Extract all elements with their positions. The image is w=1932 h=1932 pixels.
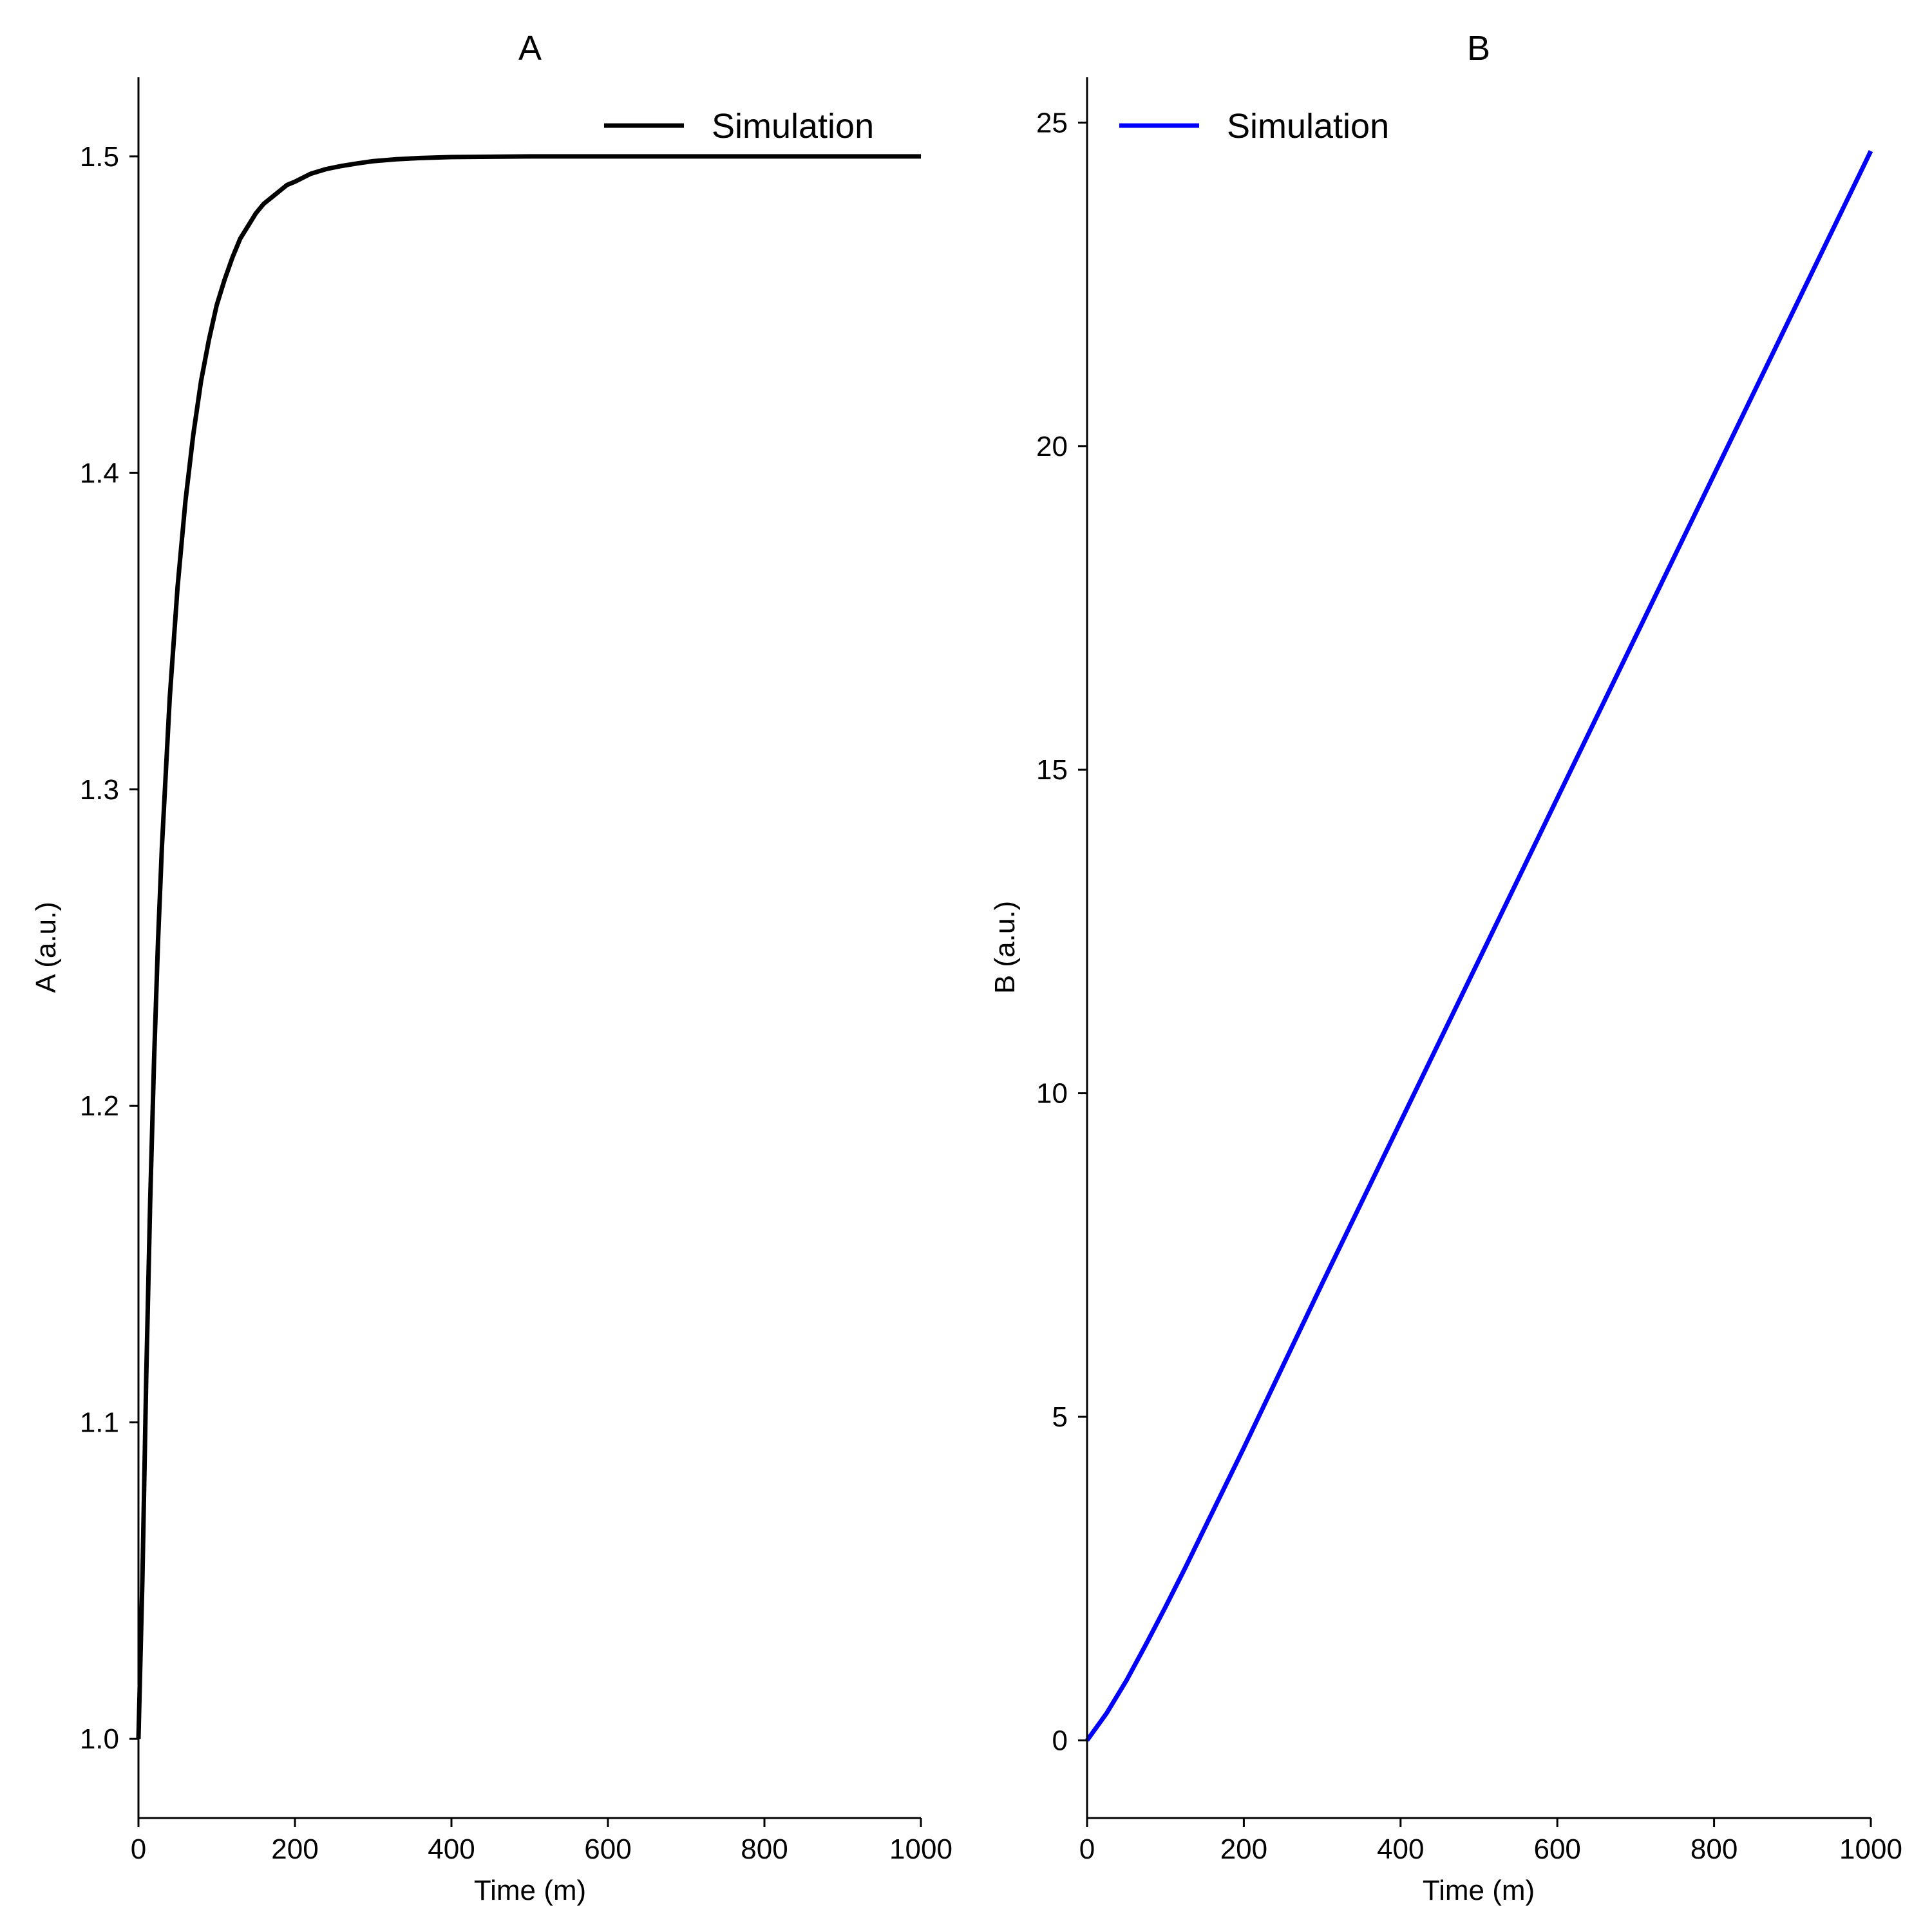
panel-a-legend: Simulation	[604, 107, 874, 146]
panel-a-x-tick-label: 0	[131, 1833, 146, 1865]
panel-a-x-tick-label: 600	[584, 1833, 631, 1865]
panel-b-y-axis-label: B (a.u.)	[989, 901, 1021, 994]
panel-a-title: A	[518, 29, 542, 68]
panel-a-y-tick-label: 1.2	[80, 1090, 119, 1122]
panel-a-x-axis-label: Time (m)	[474, 1875, 586, 1906]
panel-b-series-group	[1085, 150, 1873, 1742]
panel-b-y-tick-label: 15	[1036, 754, 1068, 786]
panel-b-legend-label: Simulation	[1227, 107, 1389, 146]
panel-a-x-tick-label: 800	[741, 1833, 788, 1865]
panel-a-legend-label: Simulation	[712, 107, 874, 146]
panel-b-y-tick-label: 10	[1036, 1078, 1068, 1110]
panel-a-y-axis-label: A (a.u.)	[30, 902, 62, 993]
panel-b-x-tick-label: 600	[1533, 1833, 1580, 1865]
panel-b-title: B	[1467, 29, 1490, 68]
panel-b-y-tick-label: 0	[1052, 1725, 1068, 1756]
panel-b-y-tick-label: 20	[1036, 431, 1068, 462]
panel-a-y-tick-label: 1.4	[80, 457, 119, 489]
panel-b-y-ticks: 0 5 10 15 20 25	[1036, 107, 1087, 1756]
panel-b-legend: Simulation	[1119, 107, 1389, 146]
panel-b-x-tick-label: 0	[1079, 1833, 1095, 1865]
panel-b-x-ticks: 0 200 400 600 800 1000	[1079, 1818, 1902, 1865]
panel-a-x-tick-label: 400	[428, 1833, 475, 1865]
panel-a-series-line	[136, 154, 921, 1739]
panel-b-y-tick-label: 5	[1052, 1401, 1068, 1433]
panel-b-x-axis-label: Time (m)	[1423, 1875, 1535, 1906]
panel-b-x-tick-label: 1000	[1839, 1833, 1902, 1865]
panel-b-x-tick-label: 400	[1377, 1833, 1424, 1865]
panel-b-y-tick-label: 25	[1036, 107, 1068, 138]
panel-a-y-tick-label: 1.3	[80, 774, 119, 806]
panel-a-y-tick-label: 1.5	[80, 141, 119, 173]
panel-a-y-tick-label: 1.0	[80, 1723, 119, 1755]
panel-a-y-ticks: 1.0 1.1 1.2 1.3 1.4 1.5	[80, 141, 138, 1755]
panel-a-y-tick-label: 1.1	[80, 1407, 119, 1439]
panel-a-x-ticks: 0 200 400 600 800 1000	[131, 1818, 952, 1865]
panel-b-series-line	[1085, 150, 1873, 1742]
panel-a: A 0 200 400 600 800 1000 1.0 1.1 1.2 1.3 1.4 1.5 T…	[30, 29, 952, 1906]
panel-a-x-tick-label: 200	[271, 1833, 318, 1865]
panel-a-series-group	[136, 154, 921, 1739]
panel-b-x-tick-label: 200	[1220, 1833, 1267, 1865]
panel-a-x-tick-label: 1000	[889, 1833, 952, 1865]
panel-b-x-tick-label: 800	[1690, 1833, 1738, 1865]
